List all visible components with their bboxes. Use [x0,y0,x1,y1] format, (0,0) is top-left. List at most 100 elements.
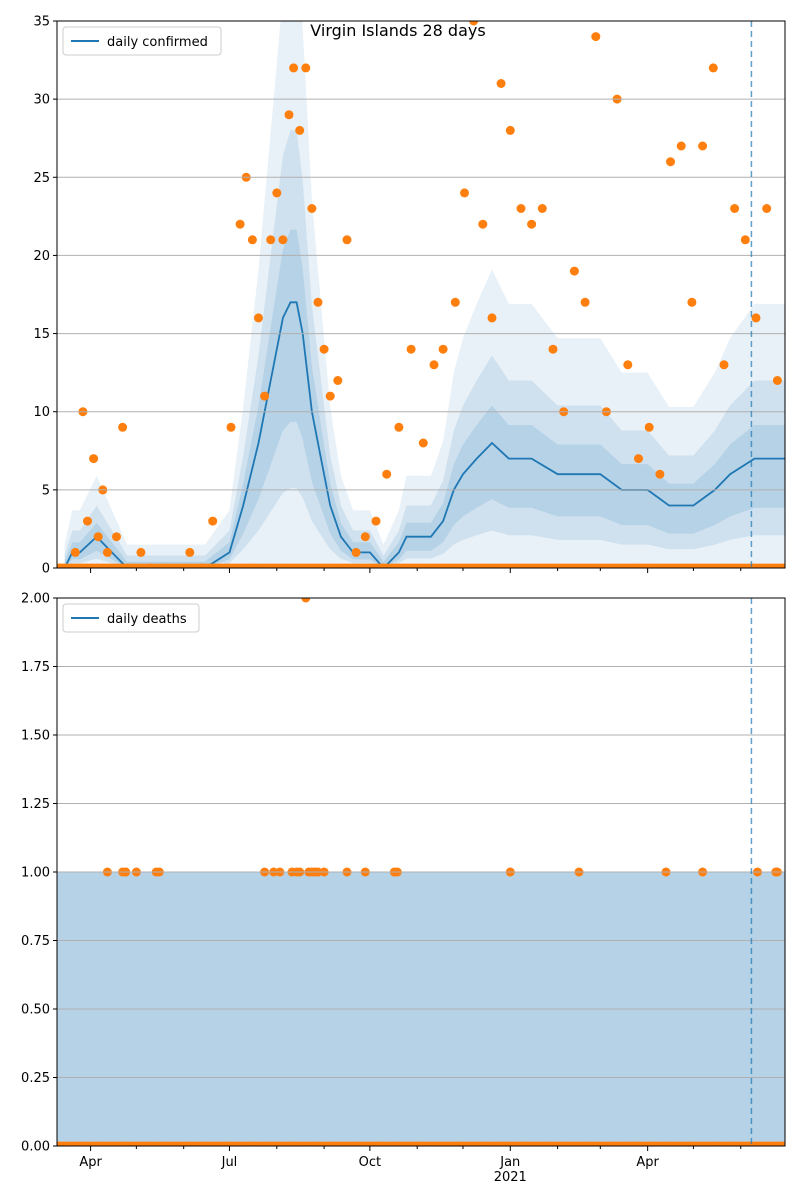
data-point [537,204,547,213]
data-point [487,313,497,323]
y-tick-label: 20 [33,249,50,264]
data-point [394,422,404,432]
data-point [125,563,135,568]
y-tick-label: 0.75 [21,934,50,949]
y-tick-label: 25 [33,171,50,186]
uncertainty-band [64,229,785,568]
data-point [591,32,601,42]
data-point [406,344,416,354]
data-point [93,532,103,542]
legend: daily confirmed [62,26,222,56]
data-point [496,79,506,88]
legend-label: daily confirmed [107,35,208,50]
x-tick-label: Apr [79,1155,102,1170]
plot-area [57,21,785,568]
data-point [698,141,708,151]
axes-frame [56,597,786,1147]
data-point-zero [779,1141,785,1146]
data-point [360,532,370,542]
data-point [272,188,282,198]
data-point [516,204,526,213]
y-tick-label: 1.50 [21,729,50,744]
data-point [247,235,257,245]
x-tick-label: Jul [221,1155,238,1170]
confirmed-panel: 0 5 10 15 20 25 30 35 daily confirmed [33,15,786,577]
data-point [102,547,112,557]
deaths-panel: 0.00 0.25 0.50 0.75 1.00 1.25 1.50 1.75 2.00 Apr J… [21,592,786,1185]
data-point [548,344,558,354]
data-point [266,235,276,245]
data-point [70,547,80,557]
data-point [730,204,740,213]
data-point [307,204,317,213]
y-tick-label: 2.00 [21,592,50,607]
y-tick-label: 0 [42,562,50,577]
y-tick-label: 5 [42,483,50,498]
data-point [145,563,155,568]
x-tick-label: Apr [636,1155,659,1170]
data-point-zero [779,563,785,568]
data-point [118,422,128,432]
x-tick-label: Jan [499,1155,520,1170]
legend: daily deaths [62,603,200,633]
data-point [226,422,236,432]
data-point [429,360,439,370]
data-point [569,266,579,276]
data-point [278,235,288,245]
data-point [83,516,92,526]
data-point [623,360,633,370]
data-point [719,360,729,370]
data-point [89,454,99,464]
data-point [342,235,352,245]
data-point [580,297,590,307]
uncertainty-band [64,21,785,568]
series-line [63,301,785,568]
data-point [382,469,392,479]
x-tick-label: Oct [359,1155,381,1170]
y-tick-label: 15 [33,327,50,342]
data-point [254,313,263,323]
data-point [460,188,469,198]
axes-frame [56,20,786,569]
data-point [772,376,782,385]
y-tick-label: 0.00 [21,1140,50,1155]
legend-box [62,603,200,633]
data-point [676,141,686,151]
data-point [438,344,448,354]
data-point [112,532,121,542]
y-tick-label: 0.50 [21,1003,50,1018]
data-point [751,313,761,323]
y-tick-label: 1.75 [21,660,50,675]
data-point [634,454,643,464]
data-point [469,21,479,26]
y-tick-label: 0.25 [21,1071,50,1086]
data-point [301,598,311,603]
data-point [371,516,381,526]
data-point [136,547,146,557]
data-point [208,516,218,526]
data-point [319,344,329,354]
data-point [289,63,299,73]
legend-label: daily deaths [107,612,187,627]
data-point [196,563,205,568]
y-tick-label: 10 [33,405,50,420]
data-point [235,219,245,229]
data-point [295,125,305,135]
data-point [450,297,460,307]
uncertainty-band [64,130,785,568]
data-point [185,547,195,557]
y-tick-label: 1.25 [21,797,50,812]
y-tick-label: 30 [33,93,50,108]
y-tick-label: 35 [33,15,50,30]
data-point [418,438,428,448]
data-point [666,157,675,167]
y-tick-label: 1.00 [21,866,50,881]
data-point [655,469,665,479]
data-point [284,110,294,120]
data-point [708,63,718,73]
legend-box [62,26,222,56]
data-point [313,297,323,307]
data-point [505,125,515,135]
data-point [478,219,488,229]
